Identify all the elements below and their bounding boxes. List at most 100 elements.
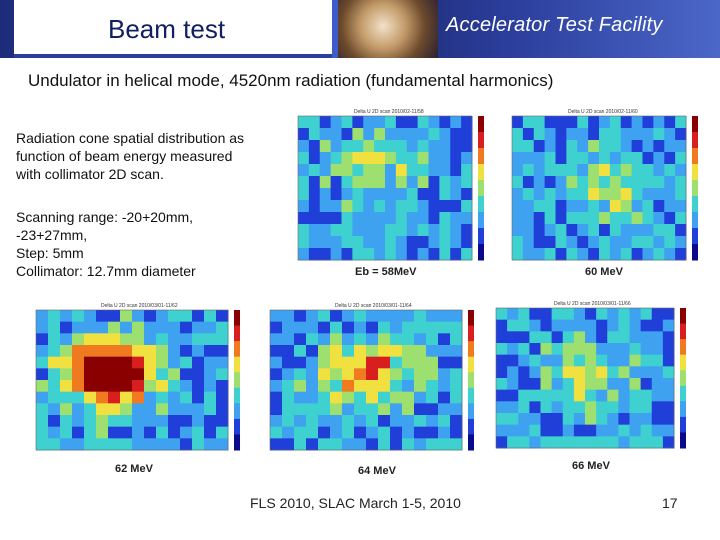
heatmap-cell: [298, 164, 310, 177]
heatmap-cell: [588, 188, 600, 201]
heatmap-cell: [414, 321, 427, 334]
heatmap-cell: [120, 438, 133, 451]
heatmap-cell: [374, 116, 386, 129]
heatmap-cell: [653, 236, 665, 249]
heatmap-cell: [406, 248, 419, 261]
heatmap-cell: [518, 389, 530, 402]
heatmap-cell: [544, 140, 556, 153]
heatmap-cell: [609, 128, 622, 141]
heatmap-cell: [144, 356, 157, 369]
heatmap-cell: [319, 212, 332, 225]
colorbar-segment: [478, 212, 484, 229]
heatmap-cell: [426, 345, 439, 358]
heatmap-cell: [651, 389, 664, 402]
heatmap-cell: [544, 200, 556, 213]
heatmap-cell: [588, 236, 600, 249]
heatmap-cell: [363, 140, 375, 153]
heatmap-cell: [330, 236, 342, 249]
heatmap-cell: [438, 380, 451, 393]
heatmap-cell: [417, 164, 429, 177]
heatmap-cell: [461, 188, 473, 201]
heatmap-cell: [533, 176, 546, 189]
heatmap-cell: [450, 321, 463, 334]
heatmap-cell: [585, 389, 597, 402]
heatmap-cell: [599, 116, 611, 129]
heatmap-cell: [132, 356, 145, 369]
heatmap-cell: [544, 176, 556, 189]
heatmap-cell: [640, 319, 653, 332]
heatmap-cell: [330, 164, 342, 177]
heatmap-cell: [540, 331, 553, 344]
heatmap-cell: [60, 321, 73, 334]
heatmap-cell: [620, 212, 633, 225]
heatmap-cell: [662, 331, 675, 344]
heatmap-cell: [36, 368, 49, 381]
heatmap-cell: [294, 415, 307, 428]
heatmap-cell: [512, 236, 524, 249]
heatmap-cell: [512, 188, 524, 201]
heatmap-cell: [395, 212, 408, 225]
heatmap-cell: [620, 236, 633, 249]
heatmap-cell: [664, 188, 676, 201]
heatmap-cell: [544, 236, 556, 249]
heatmap-cell: [354, 333, 367, 346]
heatmap-cell: [577, 236, 589, 249]
heatmap-cell: [270, 391, 283, 404]
heatmap-cell: [180, 403, 193, 416]
colorbar-segment: [478, 148, 484, 165]
heatmap-cell: [306, 380, 319, 393]
heatmap-cell: [342, 345, 355, 358]
heatmap-cell: [204, 333, 217, 346]
heatmap-cell: [318, 345, 331, 358]
heatmap-cell: [204, 415, 217, 428]
colorbar-segment: [680, 401, 686, 418]
colorbar-segment: [234, 310, 240, 327]
heatmap-cell: [551, 308, 564, 321]
heatmap-cell: [72, 403, 85, 416]
heatmap-cell: [450, 438, 463, 451]
heatmap-cell: [406, 236, 419, 249]
heatmap-cell: [342, 426, 355, 439]
heatmap-cell: [318, 380, 331, 393]
heatmap-cell: [588, 212, 600, 225]
heatmap-cell: [342, 368, 355, 381]
heatmap-cell: [132, 333, 145, 346]
heatmap-cell: [168, 345, 181, 358]
heatmap-cell: [390, 368, 403, 381]
heatmap-cell: [308, 212, 321, 225]
heatmap-cell: [168, 321, 181, 334]
heatmap-cell: [664, 236, 676, 249]
heatmap-cell: [294, 438, 307, 451]
heatmap-cell: [36, 426, 49, 439]
heatmap-cell: [204, 345, 217, 358]
heatmap-cell: [512, 152, 524, 165]
heatmap-cell: [596, 389, 608, 402]
heatmap-cell: [342, 321, 355, 334]
heatmap-cell: [461, 140, 473, 153]
heatmap-cell: [629, 401, 642, 414]
heatmap-cell: [298, 152, 310, 165]
heatmap-cell: [108, 403, 121, 416]
heatmap-cell: [216, 403, 229, 416]
colorbar-segment: [692, 180, 698, 197]
heatmap-cell: [653, 188, 665, 201]
heatmap-cell: [533, 116, 546, 129]
heatmap-cell: [629, 424, 642, 437]
heatmap-cell: [378, 415, 391, 428]
heatmap-cell: [529, 331, 541, 344]
heatmap-cell: [168, 333, 181, 346]
heatmap-cell: [555, 224, 567, 237]
heatmap-cell: [354, 426, 367, 439]
heatmap-cell: [354, 356, 367, 369]
heatmap-cell: [402, 438, 415, 451]
heatmap-cell: [406, 140, 419, 153]
heatmap-cell: [439, 128, 451, 141]
heatmap-cell: [330, 116, 342, 129]
heatmap-cell: [395, 224, 408, 237]
heatmap-cell: [588, 224, 600, 237]
heatmap-cell: [599, 128, 611, 141]
heatmap-58mev: Delta U 2D scan 2010/02-11/58: [297, 109, 484, 261]
heatmap-cell: [60, 391, 73, 404]
heatmap-cell: [390, 426, 403, 439]
heatmap-cell: [120, 345, 133, 358]
